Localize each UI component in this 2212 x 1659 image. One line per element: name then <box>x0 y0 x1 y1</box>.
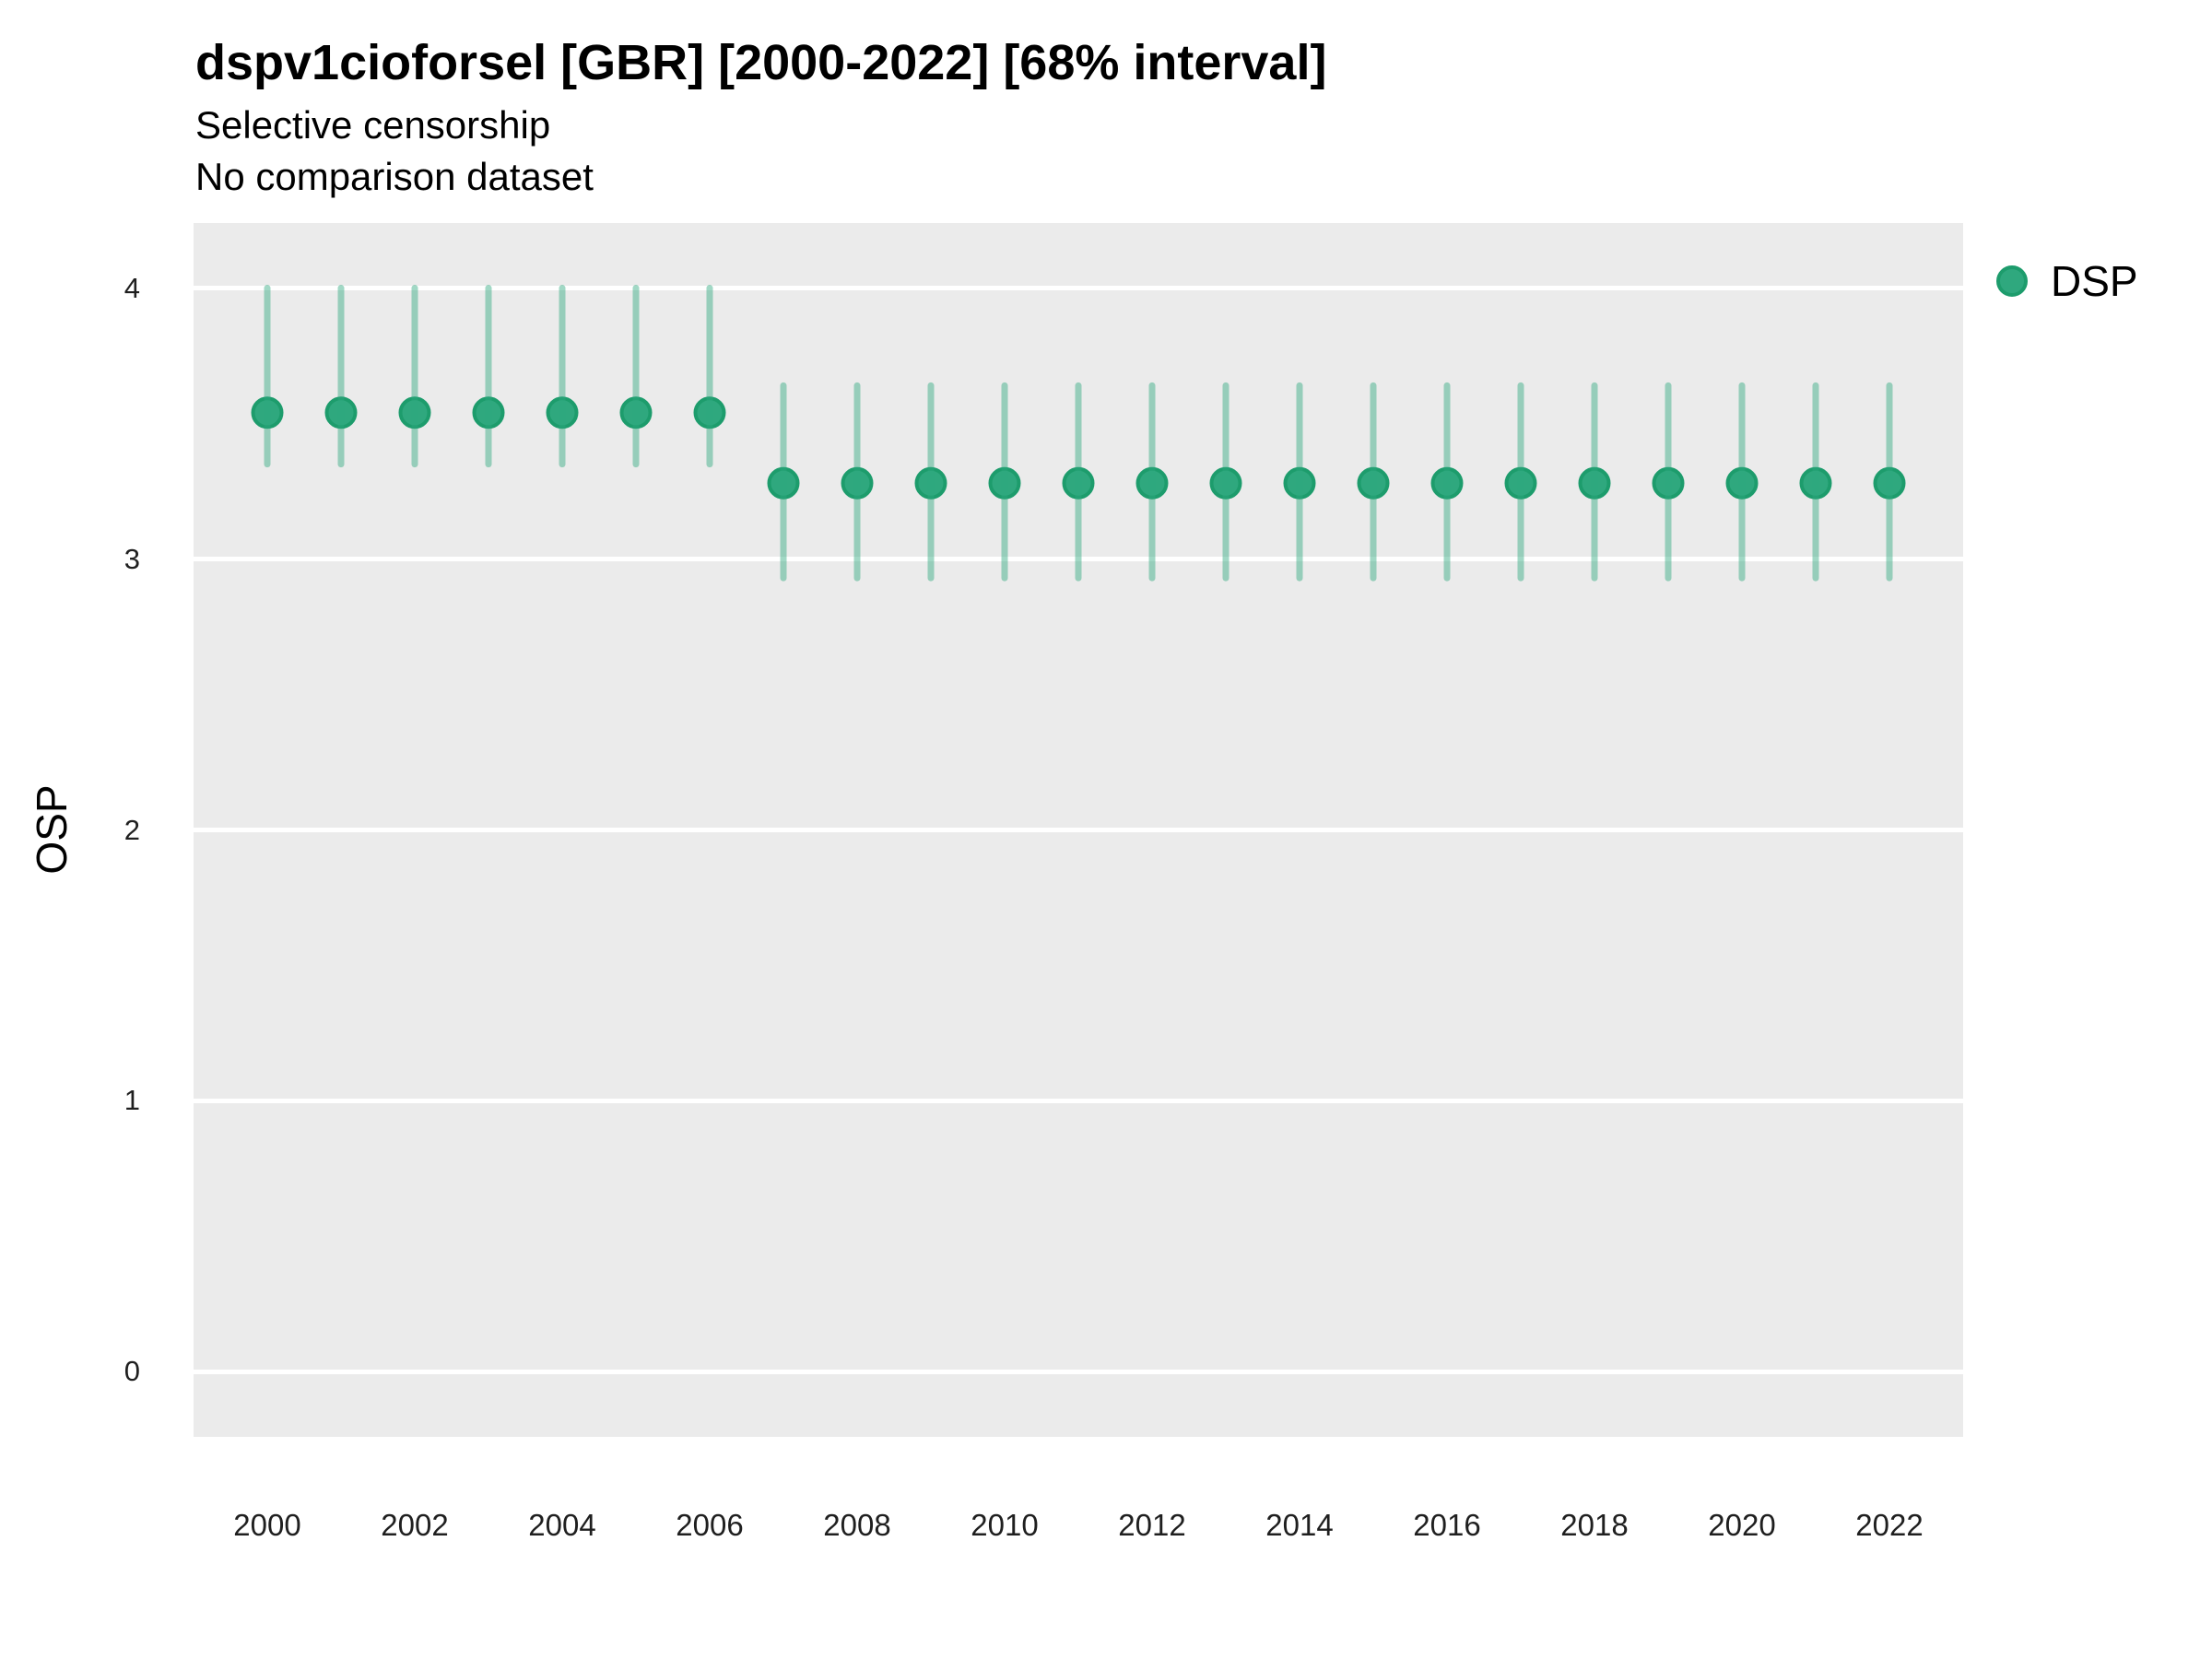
data-point-2018 <box>1578 466 1611 500</box>
data-point-2003 <box>472 396 505 429</box>
y-tick-label-0: 0 <box>124 1355 140 1388</box>
data-point-2005 <box>619 396 653 429</box>
data-point-2002 <box>398 396 431 429</box>
chart-subtitle-line1: Selective censorship <box>195 103 551 147</box>
data-point-2019 <box>1652 466 1685 500</box>
x-tick-label-2016: 2016 <box>1413 1508 1481 1542</box>
x-tick-label-2004: 2004 <box>528 1508 596 1542</box>
data-point-2021 <box>1799 466 1832 500</box>
x-tick-label-2012: 2012 <box>1118 1508 1186 1542</box>
data-point-2012 <box>1135 466 1169 500</box>
data-point-2014 <box>1283 466 1316 500</box>
x-tick-label-2022: 2022 <box>1855 1508 1924 1542</box>
y-tick-label-4: 4 <box>124 271 140 304</box>
data-point-2000 <box>251 396 284 429</box>
data-point-2013 <box>1209 466 1242 500</box>
x-tick-label-2010: 2010 <box>971 1508 1039 1542</box>
legend-point-icon <box>1996 265 2028 297</box>
data-point-2015 <box>1357 466 1390 500</box>
data-point-2001 <box>324 396 358 429</box>
data-point-2004 <box>546 396 579 429</box>
legend: DSP <box>1996 259 2138 303</box>
y-tick-label-3: 3 <box>124 542 140 575</box>
data-point-2016 <box>1430 466 1464 500</box>
data-point-2008 <box>841 466 874 500</box>
data-point-2007 <box>767 466 800 500</box>
chart-subtitle-line2: No comparison dataset <box>195 155 594 198</box>
x-tick-label-2008: 2008 <box>823 1508 891 1542</box>
chart-title: dspv1cioforsel [GBR] [2000-2022] [68% in… <box>195 35 1327 90</box>
y-tick-label-2: 2 <box>124 813 140 846</box>
data-point-2011 <box>1062 466 1095 500</box>
x-tick-label-2006: 2006 <box>676 1508 744 1542</box>
legend-label-dsp: DSP <box>2051 257 2138 305</box>
x-tick-label-2020: 2020 <box>1708 1508 1776 1542</box>
x-tick-label-2002: 2002 <box>381 1508 449 1542</box>
y-tick-label-1: 1 <box>124 1084 140 1117</box>
x-tick-label-2000: 2000 <box>233 1508 301 1542</box>
x-tick-label-2014: 2014 <box>1265 1508 1334 1542</box>
data-point-2020 <box>1725 466 1759 500</box>
data-point-2009 <box>914 466 947 500</box>
data-point-2017 <box>1504 466 1537 500</box>
x-tick-label-2018: 2018 <box>1560 1508 1629 1542</box>
data-point-2006 <box>693 396 726 429</box>
data-point-2010 <box>988 466 1021 500</box>
data-point-2022 <box>1873 466 1906 500</box>
